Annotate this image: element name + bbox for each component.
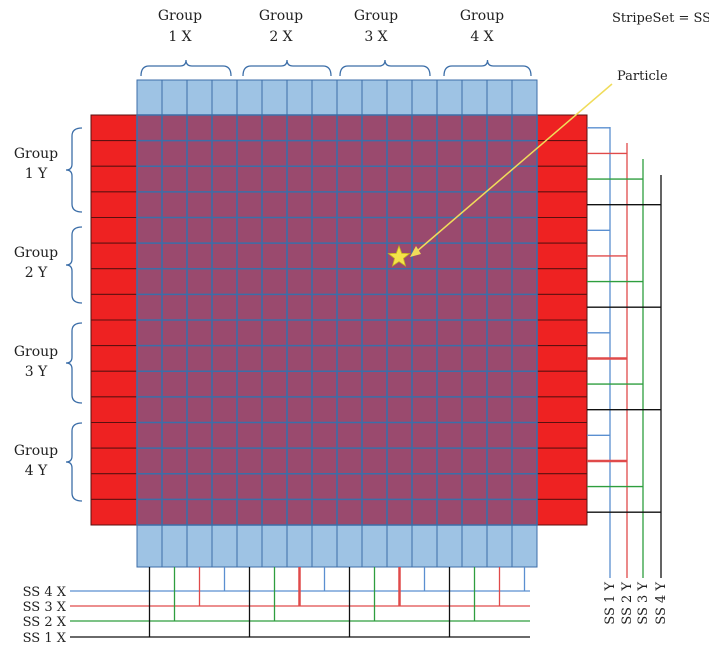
particle-arrow-head — [410, 246, 421, 257]
group-y-label-word: Group — [14, 443, 58, 459]
group-bracket — [65, 422, 83, 502]
group-bracket — [65, 226, 83, 304]
ss-x-label: SS 4 X — [23, 585, 67, 600]
ss-x-label: SS 3 X — [23, 600, 67, 615]
group-x-brackets — [140, 59, 532, 77]
group-x-labels: Group 1 X Group 2 X Group 3 X Group 4 X — [158, 8, 504, 45]
ss-y-label: SS 4 Y — [654, 582, 669, 625]
ss-y-label: SS 3 Y — [636, 582, 651, 625]
group-x-label-id: 2 X — [269, 29, 292, 45]
group-x-label-word: Group — [259, 8, 303, 24]
particle-arrow — [415, 83, 613, 253]
ss-y-labels: SS 1 Y SS 2 Y SS 3 Y SS 4 Y — [603, 582, 669, 625]
group-y-label-word: Group — [14, 245, 58, 261]
group-x-label-id: 4 X — [470, 29, 493, 45]
stripeset-note: StripeSet = SS — [612, 11, 709, 26]
ss-y-label: SS 2 Y — [620, 582, 635, 625]
group-bracket — [140, 59, 232, 77]
ss-x-labels: SS 4 XSS 3 XSS 2 XSS 1 X — [23, 585, 67, 646]
group-y-label-id: 3 Y — [25, 364, 48, 380]
ss-x-label: SS 1 X — [23, 631, 67, 646]
strip-grid — [136, 114, 538, 526]
ss-y-label: SS 1 Y — [603, 582, 618, 625]
group-x-label-id: 3 X — [364, 29, 387, 45]
group-x-label-word: Group — [354, 8, 398, 24]
group-y-label-id: 4 Y — [25, 463, 48, 479]
ss-x-wiring — [70, 567, 530, 638]
particle-star-icon — [387, 244, 411, 267]
group-y-label-id: 2 Y — [25, 265, 48, 281]
group-y-label-id: 1 Y — [25, 166, 48, 182]
group-y-label-word: Group — [14, 344, 58, 360]
group-bracket — [65, 127, 83, 213]
particle-label: Particle — [617, 69, 668, 84]
group-bracket — [443, 59, 532, 77]
group-x-label-word: Group — [158, 8, 202, 24]
group-y-brackets — [65, 127, 83, 502]
group-x-label-word: Group — [460, 8, 504, 24]
group-bracket — [242, 59, 332, 77]
group-bracket — [339, 59, 431, 77]
group-y-label-word: Group — [14, 146, 58, 162]
ss-y-wiring — [587, 127, 662, 578]
group-y-labels: Group 1 Y Group 2 Y Group 3 Y Group 4 Y — [14, 146, 58, 479]
group-bracket — [65, 322, 83, 404]
ss-x-label: SS 2 X — [23, 615, 67, 630]
group-x-label-id: 1 X — [168, 29, 191, 45]
